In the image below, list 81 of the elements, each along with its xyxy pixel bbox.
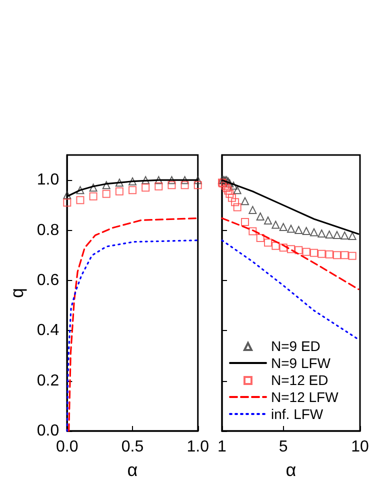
point — [340, 232, 349, 240]
point — [226, 179, 234, 188]
point — [333, 231, 341, 240]
point — [63, 198, 72, 207]
point — [224, 186, 232, 195]
point — [256, 234, 264, 242]
x-tick-label: 1 — [218, 438, 227, 456]
point — [233, 203, 242, 212]
x-tick-label: 1.0 — [186, 438, 210, 456]
point — [333, 251, 341, 260]
x-tick-label: 0.5 — [121, 438, 144, 456]
x-axis-title: α — [127, 460, 138, 480]
point — [115, 178, 124, 187]
point — [194, 181, 202, 190]
point — [264, 216, 272, 224]
legend-label: N=12 LFW — [271, 389, 340, 405]
legend-label: N=12 ED — [271, 372, 328, 388]
point — [318, 250, 326, 258]
point — [115, 187, 124, 196]
point — [272, 242, 280, 250]
point — [302, 248, 310, 256]
point — [310, 228, 318, 236]
point — [228, 194, 236, 202]
y-tick-label: 0.8 — [36, 222, 60, 239]
point — [226, 190, 234, 198]
legend-label: inf. LFW — [271, 406, 324, 422]
point — [180, 181, 189, 190]
x-axis-title: α — [286, 460, 296, 480]
point — [222, 184, 231, 192]
point — [230, 182, 238, 190]
point — [231, 198, 240, 206]
point — [63, 191, 72, 200]
point — [142, 176, 150, 184]
point — [89, 184, 98, 192]
point — [89, 192, 98, 200]
point — [348, 232, 356, 240]
point — [168, 176, 176, 184]
point — [241, 197, 249, 206]
y-tick-label: 0.2 — [36, 372, 60, 390]
x-tick-label: 5 — [278, 438, 288, 456]
point — [310, 248, 318, 257]
point — [348, 252, 356, 260]
legend-label: N=9 LFW — [271, 355, 332, 371]
y-tick-label: 1.0 — [36, 172, 60, 189]
point — [318, 230, 326, 238]
point — [294, 246, 303, 254]
point — [325, 230, 334, 239]
point — [325, 250, 334, 258]
point — [76, 186, 84, 194]
point — [180, 176, 189, 184]
y-tick-label: 0.0 — [36, 422, 60, 440]
point — [248, 227, 257, 236]
point — [256, 212, 264, 220]
point — [340, 251, 349, 260]
legend-label: N=9 ED — [271, 338, 320, 354]
x-tick-label: 10 — [351, 438, 369, 456]
x-tick-label: 0.0 — [56, 438, 78, 456]
point — [76, 196, 84, 204]
y-axis-title: q — [7, 288, 27, 298]
point — [279, 244, 288, 252]
point — [248, 206, 257, 214]
point — [233, 186, 242, 194]
point — [294, 226, 303, 234]
point — [279, 223, 288, 232]
point — [287, 245, 295, 254]
point — [272, 220, 280, 229]
point — [102, 181, 110, 190]
y-tick-label: 0.4 — [36, 322, 60, 340]
point — [241, 218, 249, 226]
point — [287, 224, 295, 233]
point — [194, 176, 202, 184]
point — [264, 238, 272, 247]
point — [142, 184, 150, 192]
point — [302, 227, 310, 236]
point — [102, 190, 110, 198]
point — [154, 176, 163, 184]
point — [128, 186, 137, 194]
point — [128, 177, 137, 186]
point — [154, 182, 163, 190]
point — [168, 181, 176, 190]
y-tick-label: 0.6 — [36, 272, 60, 289]
